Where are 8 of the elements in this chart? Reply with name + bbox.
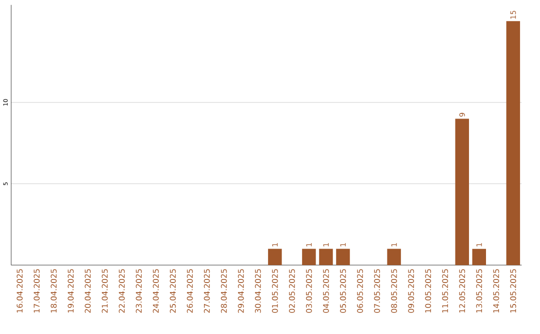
bar (319, 248, 333, 266)
bar (455, 118, 469, 266)
bar (506, 21, 520, 266)
bar (302, 248, 316, 266)
bar (268, 248, 282, 266)
bar (472, 248, 486, 266)
bar (336, 248, 350, 266)
bar (387, 248, 401, 266)
